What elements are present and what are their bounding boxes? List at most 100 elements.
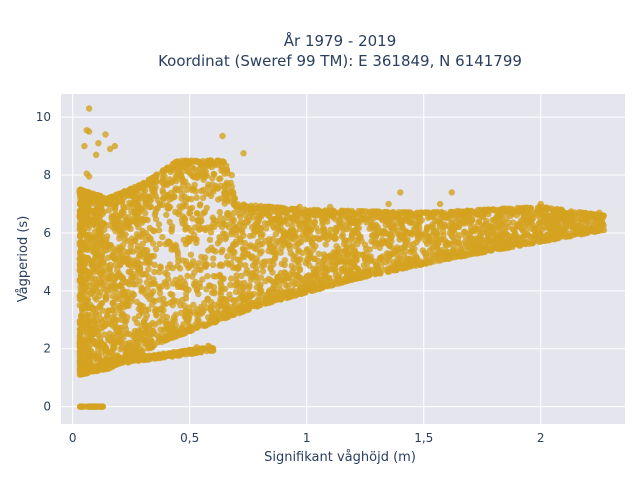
data-point [489, 216, 496, 224]
data-point [350, 227, 357, 235]
data-point [280, 228, 287, 235]
data-point [219, 158, 226, 165]
data-point [147, 196, 155, 204]
data-point [234, 265, 241, 272]
data-point [236, 283, 243, 290]
data-point [360, 262, 368, 269]
data-point [315, 277, 323, 285]
data-point [156, 290, 164, 297]
data-point [394, 246, 402, 254]
data-point [98, 366, 106, 373]
y-tick-label: 4 [43, 284, 51, 298]
data-point [206, 190, 213, 197]
data-point [276, 282, 283, 289]
data-point [191, 269, 198, 276]
data-point [209, 261, 217, 268]
data-point [496, 212, 503, 220]
data-point [313, 207, 320, 214]
data-point [381, 208, 388, 216]
data-point [79, 229, 86, 236]
data-point [402, 238, 410, 245]
data-point [98, 348, 105, 355]
data-point [307, 250, 314, 258]
data-point [278, 260, 285, 268]
data-point [108, 306, 116, 314]
data-point [193, 324, 200, 332]
data-point [462, 240, 470, 247]
data-point [163, 325, 170, 333]
data-point [153, 307, 161, 314]
data-point [162, 269, 169, 277]
data-point [155, 334, 162, 341]
data-point [326, 203, 334, 211]
data-point [471, 223, 478, 231]
data-point [169, 291, 176, 299]
data-point [450, 237, 458, 245]
data-point [424, 224, 431, 232]
data-point [218, 195, 225, 202]
data-point [221, 307, 229, 314]
data-point [531, 227, 538, 234]
data-point [321, 253, 328, 261]
data-point [262, 293, 270, 301]
data-point [200, 307, 207, 315]
data-point [97, 289, 104, 296]
data-point [151, 261, 158, 269]
data-point [108, 283, 115, 290]
data-point [152, 184, 159, 191]
data-point [96, 214, 104, 221]
data-point [129, 263, 136, 271]
data-point [177, 302, 184, 309]
data-point [505, 232, 513, 239]
data-point [275, 204, 283, 211]
data-point [322, 268, 329, 276]
data-point [335, 278, 343, 285]
data-point [422, 259, 429, 267]
data-point [111, 256, 119, 263]
data-point [88, 207, 95, 215]
data-point [78, 273, 85, 281]
data-point [416, 224, 423, 231]
data-point [98, 219, 106, 226]
data-point [350, 249, 357, 256]
data-point [433, 228, 440, 235]
data-point [144, 285, 151, 292]
data-point [382, 222, 390, 229]
data-point [119, 312, 126, 320]
data-point [455, 239, 462, 246]
data-point [120, 255, 127, 262]
data-point [221, 231, 229, 238]
data-point [190, 281, 198, 288]
data-point [472, 235, 479, 242]
data-point [139, 195, 147, 202]
data-point [107, 200, 115, 208]
data-point [344, 221, 351, 228]
data-point [99, 307, 107, 314]
data-point [319, 212, 326, 219]
data-point [136, 264, 143, 272]
data-point [138, 330, 145, 338]
data-point [270, 261, 277, 268]
data-point [193, 349, 200, 356]
data-point [354, 230, 362, 237]
data-point [288, 227, 295, 235]
y-tick-label: 2 [43, 342, 51, 356]
data-point [171, 187, 179, 194]
data-point [295, 239, 302, 247]
data-point [93, 364, 101, 372]
data-point [526, 207, 534, 214]
data-point [269, 285, 276, 292]
data-point [86, 403, 93, 410]
data-point [333, 225, 341, 232]
data-point [255, 217, 262, 225]
data-point [85, 367, 93, 374]
data-point [439, 228, 447, 235]
data-point [241, 239, 249, 247]
data-point [175, 210, 182, 218]
data-point [296, 266, 304, 274]
data-point [389, 224, 396, 232]
data-point [456, 232, 463, 239]
data-point [224, 253, 231, 260]
data-point [240, 232, 247, 239]
data-point [480, 236, 487, 244]
